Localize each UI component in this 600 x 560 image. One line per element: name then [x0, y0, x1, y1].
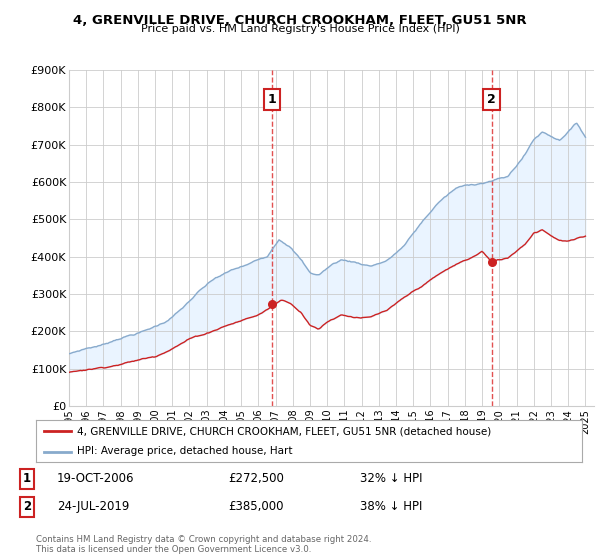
Text: 4, GRENVILLE DRIVE, CHURCH CROOKHAM, FLEET, GU51 5NR (detached house): 4, GRENVILLE DRIVE, CHURCH CROOKHAM, FLE…: [77, 426, 491, 436]
Text: 1: 1: [268, 94, 277, 106]
Text: 2: 2: [23, 500, 31, 514]
Text: 19-OCT-2006: 19-OCT-2006: [57, 472, 134, 486]
Text: Contains HM Land Registry data © Crown copyright and database right 2024.
This d: Contains HM Land Registry data © Crown c…: [36, 535, 371, 554]
Text: 2: 2: [487, 94, 496, 106]
Text: 32% ↓ HPI: 32% ↓ HPI: [360, 472, 422, 486]
Text: £272,500: £272,500: [228, 472, 284, 486]
Text: 38% ↓ HPI: 38% ↓ HPI: [360, 500, 422, 514]
Text: £385,000: £385,000: [228, 500, 284, 514]
Text: 1: 1: [23, 472, 31, 486]
Text: 24-JUL-2019: 24-JUL-2019: [57, 500, 130, 514]
Text: 4, GRENVILLE DRIVE, CHURCH CROOKHAM, FLEET, GU51 5NR: 4, GRENVILLE DRIVE, CHURCH CROOKHAM, FLE…: [73, 14, 527, 27]
Text: HPI: Average price, detached house, Hart: HPI: Average price, detached house, Hart: [77, 446, 292, 456]
Text: Price paid vs. HM Land Registry's House Price Index (HPI): Price paid vs. HM Land Registry's House …: [140, 24, 460, 34]
